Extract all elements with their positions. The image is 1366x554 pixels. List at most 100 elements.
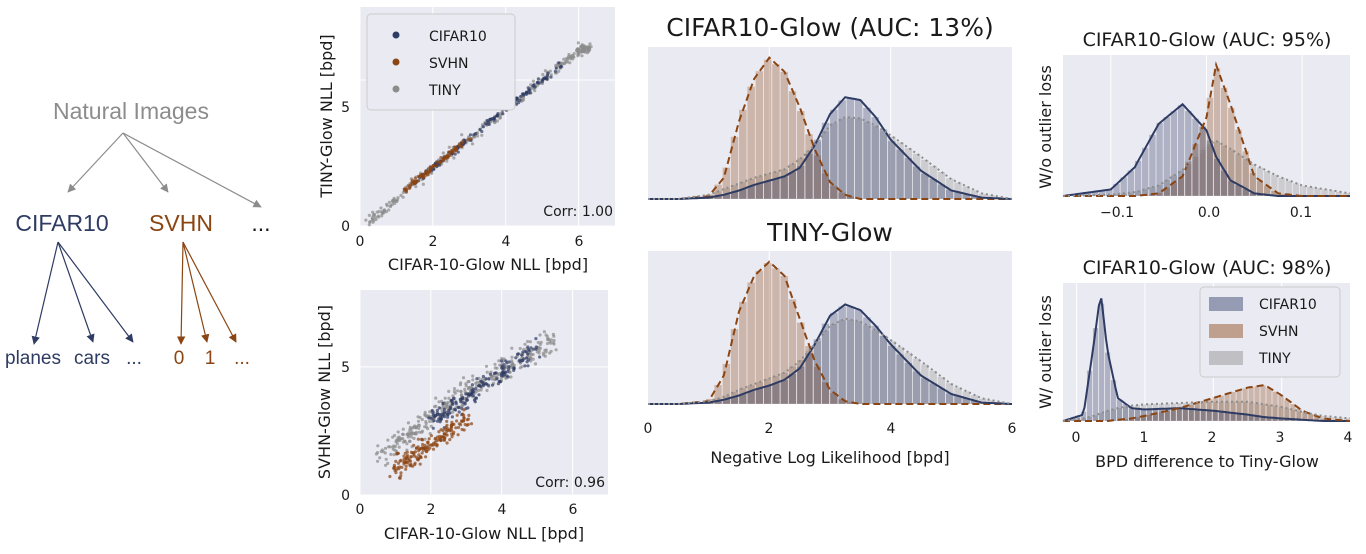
- scatter-point-cifar10: [553, 69, 558, 73]
- scatter-point-cifar10: [519, 94, 523, 98]
- histogram-bar-svhn: [1242, 388, 1249, 422]
- scatter-point-svhn: [405, 450, 409, 454]
- histogram-bar-tiny: [1191, 156, 1199, 197]
- scatter-point-svhn: [459, 423, 463, 427]
- histogram-bar-tiny: [1295, 411, 1302, 422]
- density-curve-cifar10: [648, 303, 1013, 405]
- histogram-bar-tiny: [1272, 405, 1278, 422]
- scatter-point-tiny: [531, 79, 536, 83]
- histogram-bar-cifar10: [920, 377, 929, 405]
- tree-edge: [67, 132, 124, 193]
- scatter-point-tiny: [533, 362, 538, 366]
- scatter-point-tiny: [425, 414, 429, 418]
- scatter-point-tiny: [374, 217, 378, 221]
- scatter-point-svhn: [405, 187, 409, 191]
- correlation-annotation: Corr: 0.96: [535, 475, 605, 491]
- scatter-point-tiny: [379, 206, 383, 210]
- scatter-point-tiny: [412, 436, 416, 440]
- scatter-point-cifar10: [464, 392, 468, 396]
- scatter-point-svhn: [410, 182, 414, 186]
- scatter-point-cifar10: [473, 400, 477, 404]
- scatter-point-tiny: [421, 182, 425, 186]
- scatter-point-cifar10: [524, 356, 529, 360]
- scatter-point-svhn: [413, 450, 417, 454]
- scatter-point-tiny: [511, 362, 515, 366]
- scatter-point-cifar10: [465, 398, 469, 402]
- scatter-point-tiny: [447, 396, 451, 400]
- scatter-point-cifar10: [534, 347, 538, 351]
- tree-leaf-ellipsis: ...: [126, 348, 142, 369]
- histogram-bar-cifar10: [904, 362, 913, 405]
- scatter-point-cifar10: [477, 384, 481, 388]
- x-tick-label: 3: [1276, 430, 1285, 446]
- histogram-bar-tiny: [1182, 402, 1189, 422]
- scatter-point-tiny: [428, 410, 432, 414]
- x-tick-label: 0.1: [1290, 205, 1312, 221]
- scatter-point-tiny: [441, 151, 445, 155]
- scatter-point-tiny: [376, 214, 380, 218]
- scatter-point-cifar10: [503, 372, 507, 376]
- histogram-bar-tiny: [871, 125, 880, 200]
- scatter-point-tiny: [526, 339, 530, 344]
- scatter-point-svhn: [417, 453, 421, 457]
- histogram-bar-cifar10: [1206, 140, 1214, 197]
- scatter-point-svhn: [404, 457, 408, 461]
- scatter-point-tiny: [380, 214, 384, 218]
- scatter-point-tiny: [411, 426, 415, 430]
- scatter-point-cifar10: [438, 413, 442, 417]
- tree-svhn-label: SVHN: [149, 210, 213, 236]
- histogram-bar-cifar10: [1184, 110, 1192, 197]
- histogram-bar-tiny: [1141, 188, 1149, 197]
- scatter-point-svhn: [394, 459, 398, 463]
- histogram-bar-svhn: [738, 301, 747, 405]
- scatter-point-svhn: [395, 452, 399, 456]
- scatter-point-cifar10: [447, 408, 451, 413]
- histogram-bar-svhn: [763, 262, 772, 405]
- scatter-point-cifar10: [549, 75, 553, 79]
- scatter-point-tiny: [489, 375, 494, 379]
- scatter-point-tiny: [533, 89, 537, 93]
- scatter-point-svhn: [420, 451, 424, 455]
- scatter-point-tiny: [414, 185, 418, 189]
- scatter-point-tiny: [423, 410, 427, 414]
- scatter-point-cifar10: [452, 396, 456, 401]
- histogram-bar-cifar10: [1116, 399, 1123, 422]
- scatter-point-cifar10: [440, 412, 444, 416]
- scatter-point-tiny: [383, 446, 388, 450]
- scatter-point-svhn: [422, 172, 426, 176]
- x-axis-label: Negative Log Likelihood [bpd]: [710, 448, 949, 467]
- histogram-bar-tiny: [796, 359, 805, 405]
- scatter-point-tiny: [502, 357, 506, 361]
- scatter-point-tiny: [410, 432, 414, 436]
- scatter-point-svhn: [399, 471, 403, 475]
- scatter-point-tiny: [557, 69, 561, 73]
- scatter-point-svhn: [440, 435, 444, 439]
- scatter-point-tiny: [551, 341, 555, 345]
- scatter-point-svhn: [438, 160, 442, 164]
- scatter-point-cifar10: [518, 358, 522, 362]
- scatter-point-tiny: [367, 223, 371, 227]
- scatter-point-tiny: [445, 159, 449, 163]
- scatter-point-tiny: [472, 135, 476, 139]
- legend-box: [1199, 286, 1341, 378]
- histogram-bar-tiny: [1242, 158, 1250, 197]
- scatter-point-svhn: [435, 160, 439, 164]
- scatter-point-cifar10: [477, 393, 481, 397]
- scatter-point-cifar10: [480, 380, 484, 384]
- histogram-bar-cifar10: [1212, 410, 1219, 422]
- scatter-point-cifar10: [538, 355, 542, 359]
- scatter-point-tiny: [531, 352, 535, 357]
- scatter-point-svhn: [413, 181, 417, 185]
- scatter-point-svhn: [462, 408, 466, 412]
- histogram-bar-tiny: [1199, 149, 1207, 197]
- histogram-bar-tiny: [846, 117, 855, 200]
- scatter-point-svhn: [439, 437, 443, 441]
- scatter-point-tiny: [396, 430, 400, 434]
- scatter-point-svhn: [429, 434, 433, 438]
- histogram-bar-tiny: [854, 321, 863, 405]
- histogram-bar-cifar10: [813, 139, 822, 200]
- histogram-bar-cifar10: [879, 335, 888, 405]
- scatter-point-cifar10: [536, 77, 541, 81]
- tree-leaf-0: 0: [174, 348, 185, 369]
